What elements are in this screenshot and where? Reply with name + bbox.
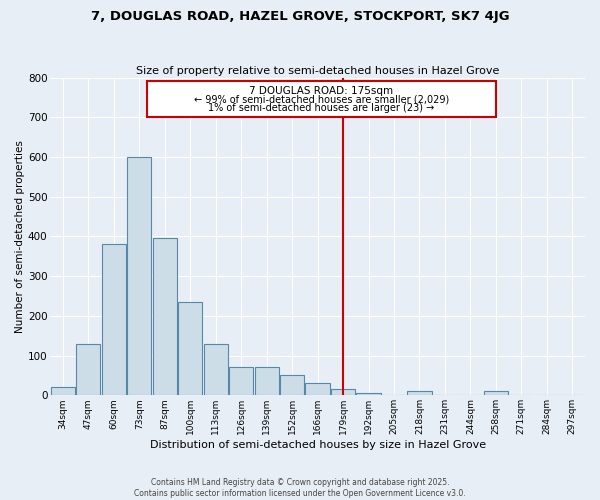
Bar — [76, 344, 100, 396]
X-axis label: Distribution of semi-detached houses by size in Hazel Grove: Distribution of semi-detached houses by … — [149, 440, 485, 450]
Text: 1% of semi-detached houses are larger (23) →: 1% of semi-detached houses are larger (2… — [208, 103, 434, 113]
Bar — [254, 368, 279, 396]
Y-axis label: Number of semi-detached properties: Number of semi-detached properties — [15, 140, 25, 333]
Bar — [178, 302, 202, 396]
Bar — [152, 238, 177, 396]
Bar — [331, 390, 355, 396]
Bar — [51, 388, 75, 396]
Bar — [484, 392, 508, 396]
Bar — [127, 157, 151, 396]
Text: Contains HM Land Registry data © Crown copyright and database right 2025.
Contai: Contains HM Land Registry data © Crown c… — [134, 478, 466, 498]
Title: Size of property relative to semi-detached houses in Hazel Grove: Size of property relative to semi-detach… — [136, 66, 499, 76]
Bar — [305, 384, 329, 396]
Bar — [203, 344, 228, 396]
Bar — [356, 394, 380, 396]
Bar — [229, 368, 253, 396]
Text: 7 DOUGLAS ROAD: 175sqm: 7 DOUGLAS ROAD: 175sqm — [250, 86, 394, 97]
FancyBboxPatch shape — [147, 81, 496, 118]
Bar — [407, 392, 431, 396]
Text: ← 99% of semi-detached houses are smaller (2,029): ← 99% of semi-detached houses are smalle… — [194, 94, 449, 104]
Text: 7, DOUGLAS ROAD, HAZEL GROVE, STOCKPORT, SK7 4JG: 7, DOUGLAS ROAD, HAZEL GROVE, STOCKPORT,… — [91, 10, 509, 23]
Bar — [280, 376, 304, 396]
Bar — [102, 244, 126, 396]
